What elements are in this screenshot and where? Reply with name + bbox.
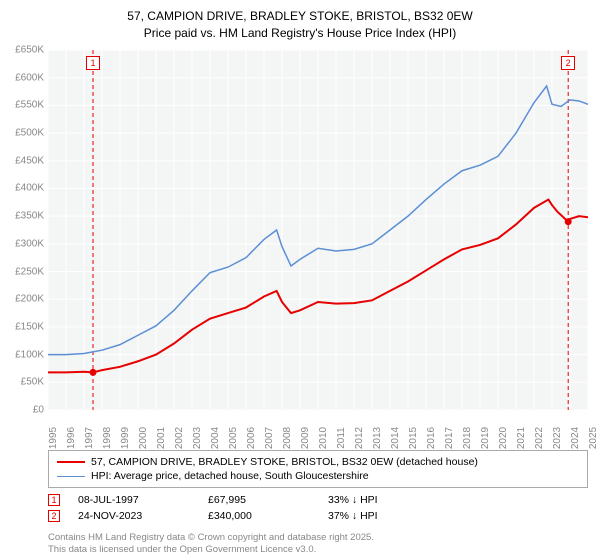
title-address: 57, CAMPION DRIVE, BRADLEY STOKE, BRISTO… (0, 8, 600, 25)
x-tick-label: 2011 (336, 427, 347, 449)
chart-svg (48, 50, 588, 410)
plot-area: 12 (48, 50, 588, 410)
legend-swatch (57, 476, 85, 477)
annotation-date: 24-NOV-2023 (78, 510, 208, 522)
y-tick-label: £550K (15, 100, 44, 111)
annotation-price: £67,995 (208, 494, 328, 506)
annotation-row: 1 08-JUL-1997£67,99533% ↓ HPI (48, 492, 588, 508)
annotation-table: 1 08-JUL-1997£67,99533% ↓ HPI 2 24-NOV-2023… (48, 492, 588, 524)
chart-title: 57, CAMPION DRIVE, BRADLEY STOKE, BRISTO… (0, 0, 600, 46)
x-tick-label: 2014 (390, 427, 401, 449)
annotation-marker: 2 (48, 510, 60, 522)
x-tick-label: 2005 (228, 427, 239, 449)
x-tick-label: 2008 (282, 427, 293, 449)
annotation-pct: 33% ↓ HPI (328, 494, 378, 506)
x-tick-label: 2010 (318, 427, 329, 449)
y-tick-label: £50K (21, 377, 44, 388)
x-tick-label: 2018 (462, 427, 473, 449)
x-tick-label: 2020 (498, 427, 509, 449)
title-subtitle: Price paid vs. HM Land Registry's House … (0, 25, 600, 42)
footer-line2: This data is licensed under the Open Gov… (48, 544, 374, 556)
annotation-price: £340,000 (208, 510, 328, 522)
y-tick-label: £300K (15, 238, 44, 249)
legend: 57, CAMPION DRIVE, BRADLEY STOKE, BRISTO… (48, 450, 588, 488)
y-tick-label: £350K (15, 211, 44, 222)
y-tick-label: £0 (33, 405, 44, 416)
chart-marker-2: 2 (561, 56, 575, 70)
chart-container: 57, CAMPION DRIVE, BRADLEY STOKE, BRISTO… (0, 0, 600, 560)
legend-item: HPI: Average price, detached house, Sout… (57, 469, 579, 483)
chart-marker-1: 1 (86, 56, 100, 70)
annotation-row: 2 24-NOV-2023£340,00037% ↓ HPI (48, 508, 588, 524)
x-tick-label: 2006 (246, 427, 257, 449)
x-tick-label: 2019 (480, 427, 491, 449)
data-point (90, 369, 97, 376)
legend-item: 57, CAMPION DRIVE, BRADLEY STOKE, BRISTO… (57, 455, 579, 469)
y-tick-label: £450K (15, 155, 44, 166)
annotation-pct: 37% ↓ HPI (328, 510, 378, 522)
legend-label: 57, CAMPION DRIVE, BRADLEY STOKE, BRISTO… (91, 456, 478, 468)
x-tick-label: 1999 (120, 427, 131, 449)
y-axis: £0£50K£100K£150K£200K£250K£300K£350K£400… (0, 50, 46, 410)
y-tick-label: £400K (15, 183, 44, 194)
legend-swatch (57, 461, 85, 463)
x-tick-label: 2001 (156, 427, 167, 449)
data-point (565, 218, 572, 225)
x-tick-label: 2000 (138, 427, 149, 449)
annotation-date: 08-JUL-1997 (78, 494, 208, 506)
x-tick-label: 1995 (48, 427, 59, 449)
x-tick-label: 2023 (552, 427, 563, 449)
y-tick-label: £250K (15, 266, 44, 277)
x-tick-label: 2022 (534, 427, 545, 449)
x-tick-label: 2012 (354, 427, 365, 449)
x-tick-label: 2021 (516, 427, 527, 449)
annotation-marker: 1 (48, 494, 60, 506)
x-tick-label: 1996 (66, 427, 77, 449)
y-tick-label: £600K (15, 72, 44, 83)
y-tick-label: £650K (15, 45, 44, 56)
x-tick-label: 2002 (174, 427, 185, 449)
y-tick-label: £100K (15, 349, 44, 360)
x-tick-label: 2007 (264, 427, 275, 449)
x-tick-label: 2024 (570, 427, 581, 449)
x-axis: 1995 1996 1997 1998 1999 2000 2001 2002 2003 2004… (48, 412, 588, 452)
x-tick-label: 1998 (102, 427, 113, 449)
y-tick-label: £200K (15, 294, 44, 305)
y-tick-label: £150K (15, 321, 44, 332)
x-tick-label: 2009 (300, 427, 311, 449)
x-tick-label: 2016 (426, 427, 437, 449)
footer-line1: Contains HM Land Registry data © Crown c… (48, 532, 374, 544)
x-tick-label: 2004 (210, 427, 221, 449)
x-tick-label: 1997 (84, 427, 95, 449)
legend-label: HPI: Average price, detached house, Sout… (91, 470, 369, 482)
footer-attribution: Contains HM Land Registry data © Crown c… (48, 532, 374, 556)
x-tick-label: 2025 (588, 427, 599, 449)
y-tick-label: £500K (15, 128, 44, 139)
x-tick-label: 2003 (192, 427, 203, 449)
x-tick-label: 2015 (408, 427, 419, 449)
x-tick-label: 2013 (372, 427, 383, 449)
x-tick-label: 2017 (444, 427, 455, 449)
